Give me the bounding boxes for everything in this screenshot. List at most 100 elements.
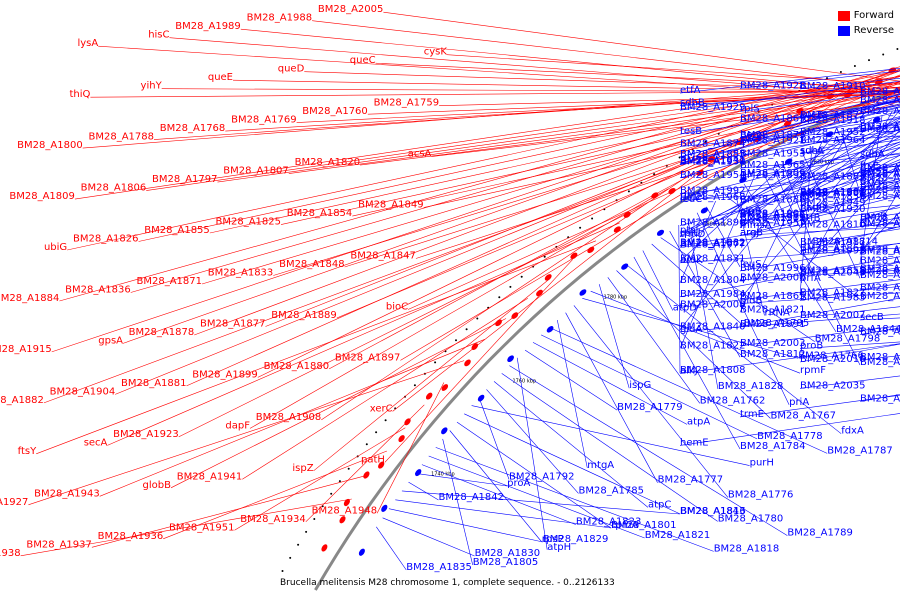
gene-label: BM28_A2008	[680, 300, 746, 311]
reverse-gene	[358, 547, 367, 556]
gene-label: BM28_A1847	[350, 251, 416, 262]
map-caption: Brucella melitensis M28 chromosome 1, co…	[280, 578, 615, 588]
gene-label: BM28_A1787	[827, 445, 893, 456]
gene-label: etfA	[680, 85, 701, 96]
gene-label: BM28_A1968	[680, 192, 746, 203]
forward-gene	[397, 434, 406, 443]
gene-label: BM28_A1984	[680, 289, 746, 300]
legend-reverse-label: Reverse	[854, 23, 894, 38]
leader-line	[393, 157, 719, 411]
gene-labels: BM28_A1938BM28_A1937BM28_A1936BM28_A1951…	[0, 4, 900, 573]
rim-dot	[313, 518, 315, 520]
gene-label: proB	[800, 341, 823, 352]
rim-dot	[840, 71, 842, 73]
reverse-gene	[656, 228, 665, 237]
gene-label: BM28_A1981	[800, 187, 866, 198]
gene-label: BM28_A1880	[264, 361, 330, 372]
gene-label: BM28_A1964	[800, 135, 866, 146]
gene-label: BM28_A1985	[860, 219, 900, 230]
gene-label: BM28_A1821	[645, 530, 711, 541]
gene-label: BM28_A1897	[335, 352, 401, 363]
gene-label: BM28_A1855	[144, 225, 210, 236]
gene-label: fdxA	[841, 426, 864, 437]
gene-label: hisC	[148, 30, 169, 41]
gene-label: ubiG	[44, 242, 67, 253]
forward-gene	[544, 273, 553, 282]
reverse-gene	[506, 354, 515, 363]
leader-line	[383, 518, 475, 556]
gene-label: BM28_A1911	[860, 87, 900, 98]
gene-label: purH	[750, 458, 774, 469]
gene-label: BM28_A2005	[318, 4, 384, 15]
rim-dot	[896, 48, 898, 50]
gene-label: sdhA	[860, 149, 885, 160]
rim-dot	[297, 544, 299, 546]
gene-label: BM28_A1889	[271, 310, 337, 321]
gene-label: BM28_A1768	[160, 123, 226, 134]
legend-forward-label: Forward	[854, 8, 894, 23]
gene-label: BM28_A1785	[579, 485, 645, 496]
gene-label: BM28_A1822	[680, 340, 746, 351]
rim-dot	[366, 443, 368, 445]
gene-label: BM28_A1825	[215, 217, 281, 228]
gene-label: BM28_A1848	[279, 259, 345, 270]
gene-label: BM28_A1874	[680, 138, 746, 149]
leader-line	[314, 279, 550, 471]
gene-label: BM28_A1820	[295, 157, 361, 168]
gene-label: BM28_A1809	[9, 191, 75, 202]
gene-label: BM28_A1789	[787, 528, 853, 539]
rim-dot	[579, 227, 581, 229]
gene-label: BM28_A1934	[240, 514, 306, 525]
leader-line	[472, 406, 750, 466]
leader-line	[517, 358, 547, 550]
gene-label: thiQ	[69, 89, 90, 100]
gene-label: BM28_A1908	[256, 412, 322, 423]
gene-label: BM28_A1784	[740, 441, 806, 452]
gene-label: BM28_A1995	[800, 246, 866, 257]
gene-label: rpmF	[800, 365, 826, 376]
gene-label: BM28_A1878	[129, 327, 195, 338]
gene-label: BM28_A1842	[439, 492, 505, 503]
rim-dot	[375, 431, 377, 433]
gene-label: BM28_A2035	[800, 380, 866, 391]
forward-gene	[463, 358, 472, 367]
forward-gene	[613, 225, 622, 234]
gene-label: acsA	[408, 149, 432, 160]
reverse-gene	[414, 468, 423, 477]
rim-dot	[282, 570, 284, 572]
gene-label: BM28_A1801	[611, 520, 677, 531]
gene-label: BM28_A1869	[740, 114, 806, 125]
rim-dot	[289, 557, 291, 559]
gene-label: BM28_A1835	[406, 562, 472, 573]
forward-gene	[320, 543, 328, 552]
gene-label: BM28_A1804	[680, 275, 746, 286]
forward-gene	[425, 391, 434, 400]
gene-label: atpH	[547, 542, 571, 553]
gene-label: BM28_A1956	[860, 191, 900, 202]
gene-label: xerC	[370, 403, 393, 414]
gene-label: BM28_A1807	[223, 166, 289, 177]
gene-label: BM28_A1920	[800, 204, 866, 215]
legend: Forward Reverse	[838, 8, 894, 38]
gene-label: BM28_A1777	[658, 475, 724, 486]
gene-label: BM28_A1759	[374, 98, 440, 109]
gene-label: BM28_A1833	[208, 268, 274, 279]
gene-label: BM28_A1953	[740, 148, 806, 159]
reverse-gene	[477, 393, 486, 402]
gene-label: atpC	[648, 499, 671, 510]
gene-label: alkJ	[680, 366, 698, 377]
gene-label: BM28_A1910	[800, 81, 866, 92]
leader-line	[385, 259, 573, 462]
gene-label: patH	[361, 454, 385, 465]
gene-label: bioC	[386, 302, 408, 313]
gene-label: secA	[84, 437, 108, 448]
gene-label: queC	[350, 55, 376, 66]
gene-label: globB	[143, 480, 172, 491]
gene-label: BM28_A1792	[509, 471, 575, 482]
gene-label: tesB	[680, 126, 702, 137]
gene-label: gidA	[680, 324, 702, 335]
gene-label: BM28_A2003	[740, 338, 806, 349]
gene-label: BM28_A1884	[0, 293, 59, 304]
gene-label: BM28_A2043	[800, 268, 866, 279]
gene-label: BM28_A1854	[287, 208, 353, 219]
